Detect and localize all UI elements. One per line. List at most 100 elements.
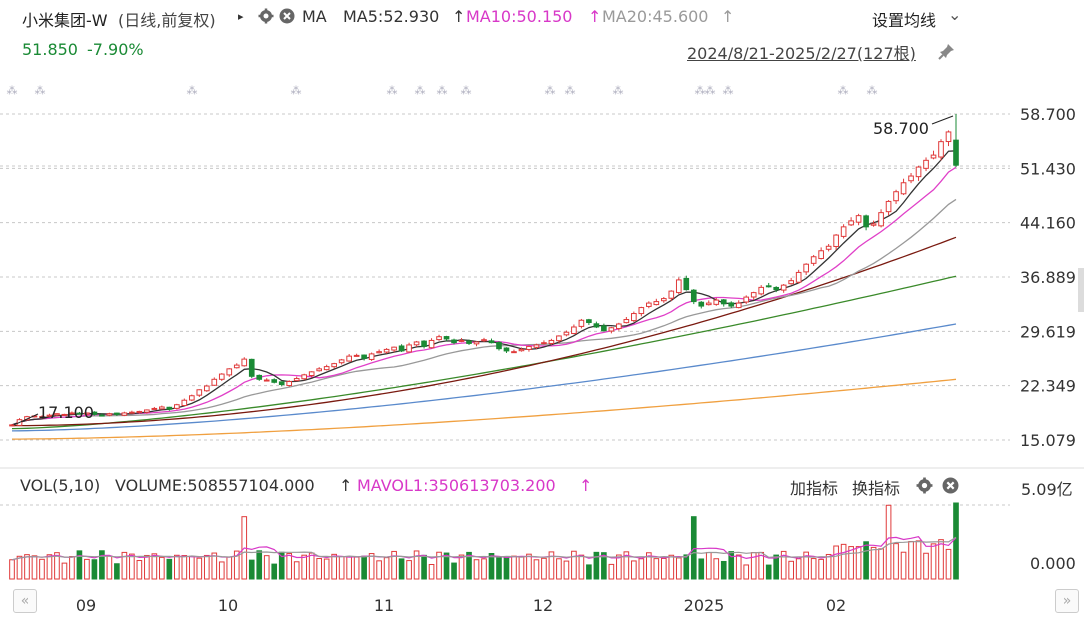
y-tick-label: 58.700 xyxy=(1020,105,1076,124)
candle xyxy=(144,409,150,413)
event-marker: ⁂ xyxy=(613,84,624,97)
y-tick-label: 29.619 xyxy=(1020,322,1076,341)
candle xyxy=(870,223,877,226)
gear-icon[interactable] xyxy=(258,8,274,28)
volume-bar xyxy=(91,559,98,580)
volume-bar xyxy=(765,564,772,580)
y-tick-label: 36.889 xyxy=(1020,268,1076,287)
candle xyxy=(451,339,457,344)
volume-bar xyxy=(690,516,697,580)
event-marker: ⁂ xyxy=(867,84,878,97)
scroll-right-button[interactable]: » xyxy=(1055,589,1079,613)
candle xyxy=(623,319,630,324)
switch-indicator-button[interactable]: 换指标 xyxy=(852,479,901,498)
volume-bar xyxy=(346,556,352,580)
volume-bar xyxy=(593,551,600,580)
volume-bar xyxy=(196,557,203,580)
candle xyxy=(226,368,233,376)
event-marker: ⁂ xyxy=(565,84,576,97)
volume-bar xyxy=(833,545,839,580)
candle xyxy=(563,331,570,336)
candle xyxy=(660,298,667,302)
scroll-left-button[interactable]: « xyxy=(13,589,37,613)
volume-bar xyxy=(803,551,809,580)
volume-axis-top: 5.09亿 xyxy=(1021,480,1073,499)
candle xyxy=(541,342,547,345)
volume-bar xyxy=(428,563,435,580)
candle xyxy=(840,226,847,237)
period-mode[interactable]: (日线,前复权) xyxy=(118,11,216,30)
volume-bar xyxy=(675,557,682,580)
volume-bar xyxy=(930,543,937,580)
chevron-down-icon[interactable]: ⌄ xyxy=(948,5,962,24)
volume-bar xyxy=(233,550,240,580)
stock-name[interactable]: 小米集团-W xyxy=(22,11,108,30)
candle xyxy=(466,340,472,344)
candle xyxy=(803,263,809,273)
volume-bar xyxy=(818,558,824,580)
candle xyxy=(653,301,660,306)
ma-settings-button[interactable]: 设置均线 xyxy=(872,11,937,30)
volume-bar xyxy=(413,550,420,580)
candle xyxy=(855,215,862,223)
add-indicator-button[interactable]: 加指标 xyxy=(790,479,839,498)
volume-bar xyxy=(885,504,892,580)
volume-bar xyxy=(526,553,532,580)
volume-bar xyxy=(541,557,547,580)
candle xyxy=(413,341,420,346)
date-range[interactable]: 2024/8/21-2025/2/27(127根) xyxy=(687,44,916,63)
volume-bar xyxy=(256,550,263,580)
volume-bar xyxy=(698,558,705,580)
volume-bar xyxy=(188,555,195,580)
close-icon[interactable] xyxy=(942,477,959,498)
volume-ma-line xyxy=(11,536,957,561)
volume-bar xyxy=(121,551,128,580)
volume-bar xyxy=(421,554,427,580)
candle xyxy=(750,292,757,298)
ma-line xyxy=(12,236,957,427)
x-tick-label: 12 xyxy=(533,596,553,615)
volume-bar xyxy=(166,558,173,580)
candle xyxy=(698,301,705,307)
expand-arrow-icon[interactable]: ▸ xyxy=(238,10,244,23)
volume-bar xyxy=(563,560,570,580)
volume-bar xyxy=(69,556,75,580)
volume-bar xyxy=(908,540,914,580)
close-icon[interactable] xyxy=(279,8,295,28)
volume-bar xyxy=(496,557,502,580)
candle xyxy=(908,175,914,182)
candle xyxy=(241,358,248,367)
candle xyxy=(316,368,322,372)
pin-icon[interactable] xyxy=(938,42,956,64)
volume-bar xyxy=(571,550,577,580)
volume-bar xyxy=(668,554,675,580)
x-tick-label: 02 xyxy=(826,596,846,615)
candle xyxy=(218,373,225,380)
event-marker: ⁂ xyxy=(545,84,556,97)
volume-bar xyxy=(653,558,660,580)
candle xyxy=(69,412,75,415)
candle xyxy=(84,412,90,415)
panel-resize-handle[interactable] xyxy=(1078,268,1084,312)
volume-bar xyxy=(601,552,607,580)
candle xyxy=(690,289,697,303)
volume-bar xyxy=(720,560,727,580)
candle xyxy=(159,406,165,410)
candle xyxy=(263,379,270,382)
volume-bar xyxy=(174,554,180,580)
candle xyxy=(121,412,128,416)
candle xyxy=(166,406,173,410)
price-annotations: 58.700 17.100 xyxy=(13,115,954,426)
volume-bar xyxy=(616,554,622,580)
candle xyxy=(406,344,412,353)
ma-line xyxy=(12,378,957,440)
volume-bar xyxy=(705,551,712,580)
candle xyxy=(930,154,937,159)
candle xyxy=(923,159,929,169)
candle xyxy=(743,296,750,303)
volume-bar xyxy=(893,543,899,580)
gear-icon[interactable] xyxy=(916,477,933,498)
volume-bar xyxy=(848,546,854,580)
volume-bar xyxy=(938,539,944,580)
